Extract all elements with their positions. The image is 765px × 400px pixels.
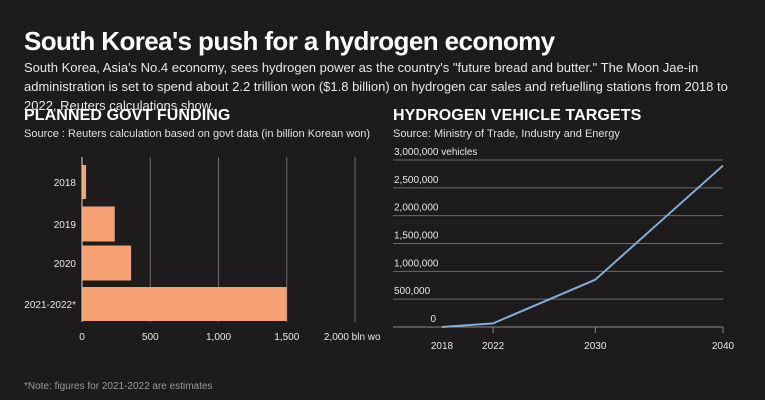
funding-x-tick-label: 0 xyxy=(79,332,85,343)
targets-x-tick-label: 2040 xyxy=(712,341,735,352)
targets-x-tick-label: 2030 xyxy=(584,341,607,352)
targets-y-tick-label: 0 xyxy=(430,314,436,325)
funding-category-label: 2020 xyxy=(54,259,77,270)
funding-x-tick-label: 2,000 bln won xyxy=(324,332,380,343)
footnote: *Note: figures for 2021-2022 are estimat… xyxy=(24,381,213,392)
funding-x-tick-label: 1,500 xyxy=(274,332,299,343)
targets-y-tick-label: 1,500,000 xyxy=(394,231,439,242)
funding-category-label: 2019 xyxy=(54,220,77,231)
targets-y-tick-label: 2,000,000 xyxy=(394,203,439,214)
funding-bar-chart: 0 500 1,000 1,500 2,000 bln won 2018 2019 2020 2… xyxy=(24,157,380,343)
page-subtitle: South Korea, Asia's No.4 economy, sees h… xyxy=(24,60,728,113)
funding-bar xyxy=(82,287,287,321)
funding-bar xyxy=(82,165,87,199)
funding-chart-title: PLANNED GOVT FUNDING xyxy=(24,107,231,124)
targets-series-line xyxy=(441,164,724,328)
funding-category-label: 2021-2022* xyxy=(24,300,76,311)
targets-y-tick-label: 1,000,000 xyxy=(394,258,439,269)
vehicle-targets-line-chart: 0 500,000 1,000,000 1,500,000 2,000,000 2,500… xyxy=(393,147,735,352)
funding-x-tick-label: 500 xyxy=(142,332,159,343)
funding-category-label: 2018 xyxy=(54,178,77,189)
targets-chart-source: Source: Ministry of Trade, Industry and … xyxy=(393,128,620,140)
funding-chart-source: Source : Reuters calculation based on go… xyxy=(24,128,371,140)
funding-bar xyxy=(82,206,115,242)
targets-chart-title: HYDROGEN VEHICLE TARGETS xyxy=(393,107,642,124)
targets-y-tick-label: 2,500,000 xyxy=(394,175,439,186)
funding-x-tick-label: 1,000 xyxy=(206,332,231,343)
targets-y-tick-label: 3,000,000 vehicles xyxy=(394,147,477,158)
targets-x-tick-label: 2022 xyxy=(482,341,505,352)
targets-y-tick-label: 500,000 xyxy=(394,286,431,297)
targets-x-tick-label: 2018 xyxy=(431,341,454,352)
page-title: South Korea's push for a hydrogen econom… xyxy=(24,26,555,56)
funding-bar xyxy=(82,245,132,281)
